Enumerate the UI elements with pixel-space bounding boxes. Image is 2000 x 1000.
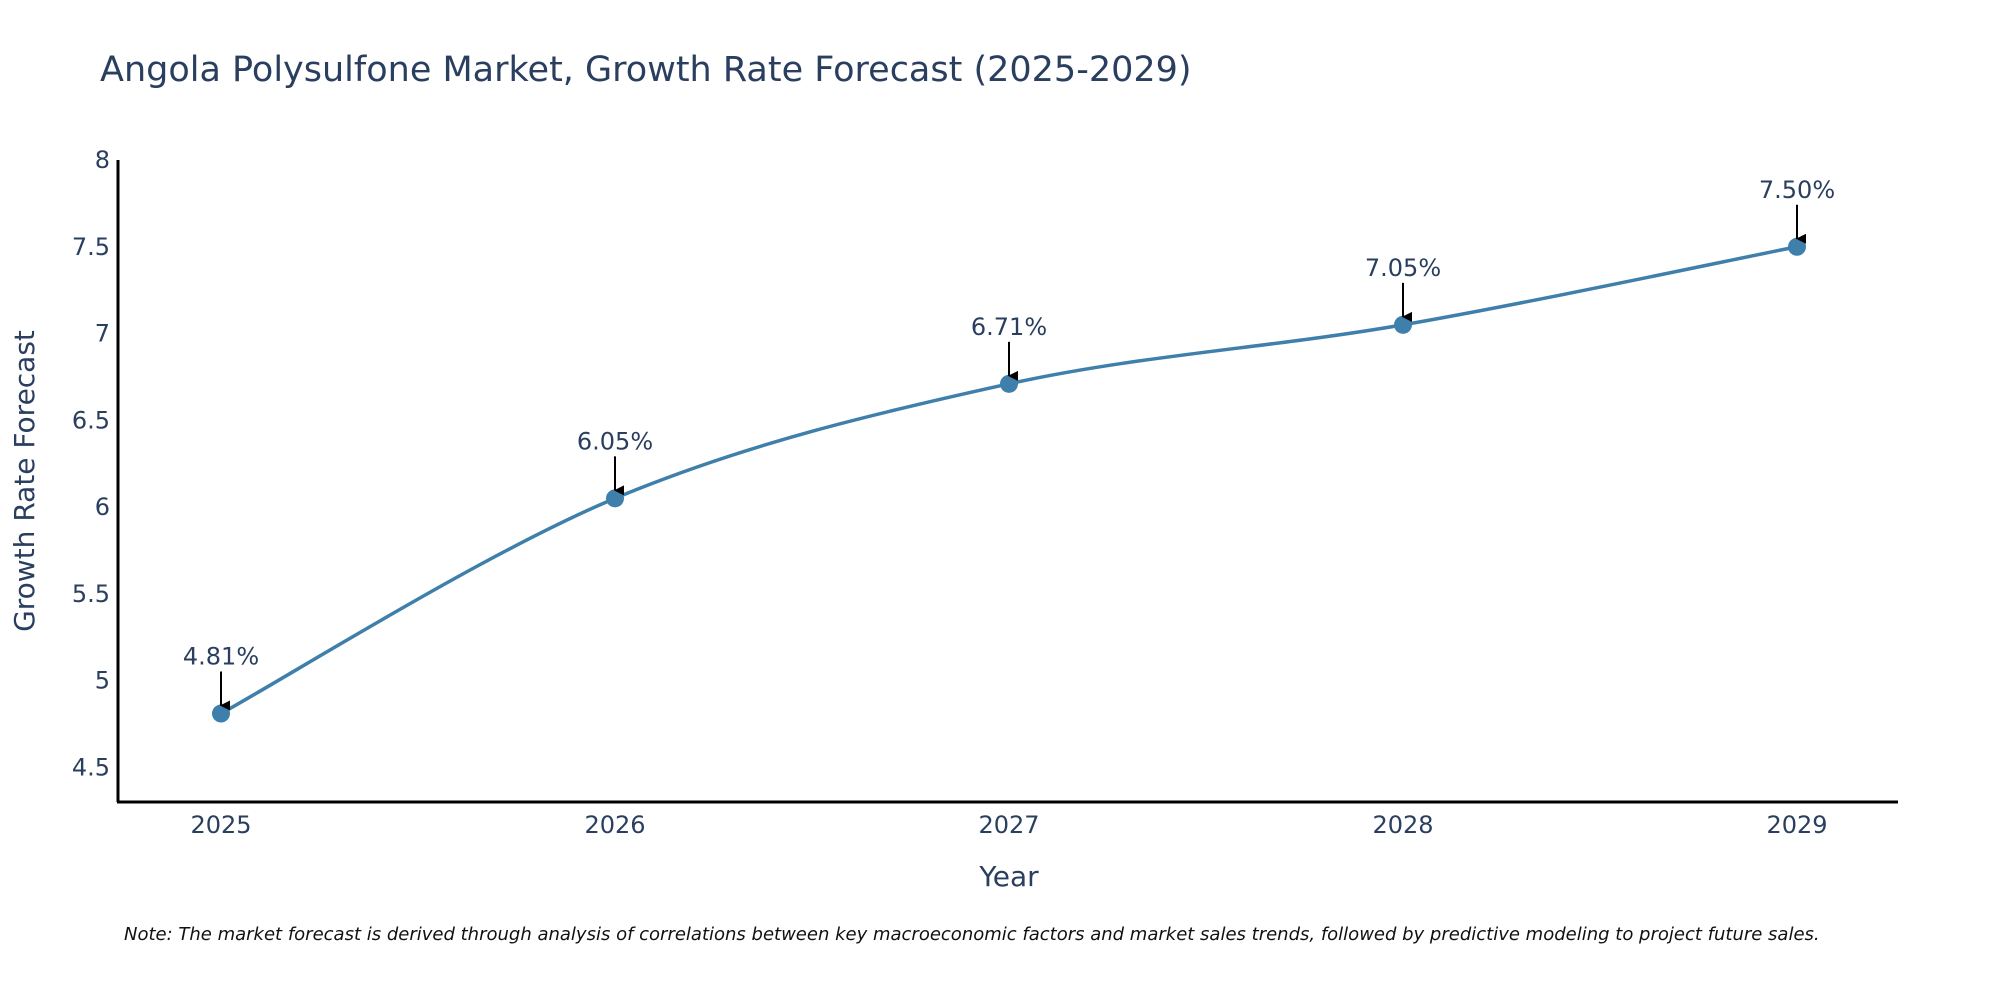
footnote: Note: The market forecast is derived thr… bbox=[124, 924, 1820, 945]
x-tick-label: 2028 bbox=[1372, 811, 1433, 839]
data-label: 7.05% bbox=[1365, 254, 1441, 282]
y-tick-label: 8 bbox=[95, 146, 110, 174]
y-tick-label: 4.5 bbox=[72, 753, 110, 781]
chart-title: Angola Polysulfone Market, Growth Rate F… bbox=[100, 50, 1192, 90]
data-points bbox=[212, 237, 1806, 723]
data-point bbox=[1000, 374, 1018, 393]
data-label: 7.50% bbox=[1759, 176, 1835, 204]
x-tick-label: 2029 bbox=[1766, 811, 1827, 839]
x-axis-title: Year bbox=[978, 860, 1039, 893]
x-axis-ticks: 2025 2026 2027 2028 2029 bbox=[190, 811, 1827, 839]
data-point bbox=[212, 704, 230, 723]
y-tick-label: 6.5 bbox=[72, 406, 110, 434]
data-label: 6.71% bbox=[971, 313, 1047, 341]
data-label: 4.81% bbox=[183, 643, 259, 671]
data-point bbox=[1394, 315, 1412, 334]
data-label: 6.05% bbox=[577, 427, 653, 455]
x-tick-label: 2027 bbox=[978, 811, 1039, 839]
x-tick-label: 2026 bbox=[584, 811, 645, 839]
y-tick-label: 5 bbox=[95, 667, 110, 695]
data-point bbox=[606, 489, 624, 508]
data-point bbox=[1788, 237, 1806, 256]
y-axis-ticks: 4.5 5 5.5 6 6.5 7 7.5 8 bbox=[72, 146, 110, 781]
y-axis-title: Growth Rate Forecast bbox=[8, 330, 41, 632]
y-tick-label: 5.5 bbox=[72, 580, 110, 608]
y-tick-label: 7.5 bbox=[72, 233, 110, 261]
data-labels: 4.81% 6.05% 6.71% 7.05% 7.50% bbox=[183, 176, 1835, 711]
x-tick-label: 2025 bbox=[190, 811, 251, 839]
y-tick-label: 6 bbox=[95, 493, 110, 521]
y-tick-label: 7 bbox=[95, 320, 110, 348]
